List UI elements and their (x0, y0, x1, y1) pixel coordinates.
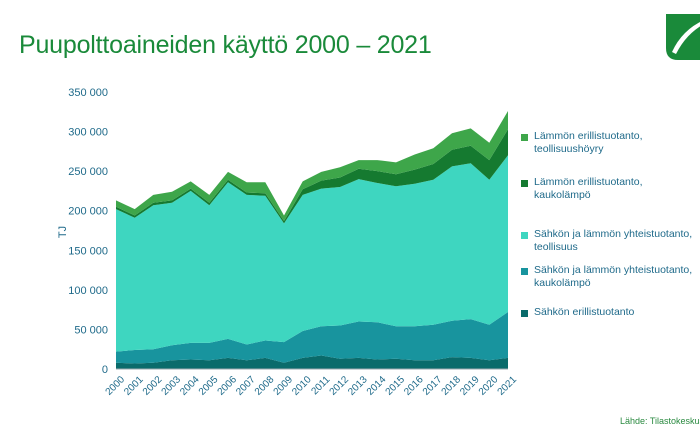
area-series-2 (116, 312, 508, 364)
x-tick-label: 2019 (458, 374, 482, 398)
legend-label: Lämmön erillistuotanto, kaukolämpö (534, 176, 643, 201)
plot-areas (116, 111, 508, 369)
area-series-4 (116, 129, 508, 224)
legend-item: Lämmön erillistuotanto, kaukolämpö (521, 176, 696, 202)
legend-label: Sähkön ja lämmön yhteistuotanto, kaukolä… (534, 264, 693, 289)
x-tick-label: 2000 (104, 374, 128, 398)
y-tick-label: 0 (102, 364, 108, 376)
legend-swatch (521, 268, 528, 275)
x-tick-label: 2007 (234, 374, 258, 398)
x-tick-label: 2011 (309, 374, 332, 397)
x-tick-label: 2015 (384, 374, 408, 398)
y-tick-label: 250 000 (68, 166, 108, 178)
x-tick-label: 2016 (402, 374, 426, 398)
legend-item: Sähkön erillistuotanto (521, 306, 634, 319)
y-tick-label: 100 000 (68, 285, 108, 297)
y-axis-ticks: 0 50 000 100 000 150 000 200 000 250 000 300 0… (68, 87, 108, 376)
x-axis-ticks: 2000200120022003200420052006200720082009… (104, 374, 520, 398)
y-axis-label: TJ (57, 226, 69, 238)
x-tick-label: 2005 (197, 374, 221, 398)
x-tick-label: 2012 (328, 374, 352, 398)
x-tick-label: 2006 (216, 374, 240, 398)
area-series-1 (116, 355, 508, 369)
legend-swatch (521, 180, 528, 187)
legend-swatch (521, 134, 528, 141)
legend-label: Sähkön ja lämmön yhteistuotanto, teollis… (534, 228, 693, 253)
y-tick-label: 200 000 (68, 206, 108, 218)
y-tick-label: 150 000 (68, 245, 108, 257)
area-series-5 (116, 111, 508, 221)
legend-swatch (521, 232, 528, 239)
x-tick-label: 2009 (272, 374, 296, 398)
legend-swatch (521, 310, 528, 317)
y-tick-label: 350 000 (68, 87, 108, 99)
x-tick-label: 2008 (253, 374, 277, 398)
x-tick-label: 2010 (290, 374, 314, 398)
x-tick-label: 2020 (477, 374, 501, 398)
y-tick-label: 300 000 (68, 127, 108, 139)
x-tick-label: 2021 (496, 374, 520, 398)
x-tick-label: 2014 (365, 374, 389, 398)
legend-item: Lämmön erillistuotanto, teollisuushöyry (521, 130, 696, 156)
legend-label: Sähkön erillistuotanto (534, 306, 635, 318)
area-series-3 (116, 155, 508, 352)
source-note: Lähde: Tilastokeskus, 2 (620, 416, 700, 426)
legend-item: Sähkön ja lämmön yhteistuotanto, kaukolä… (521, 264, 696, 290)
chart-title: Puupolttoaineiden käyttö 2000 – 2021 (19, 31, 432, 59)
x-tick-label: 2013 (346, 374, 370, 398)
x-tick-label: 2004 (178, 374, 202, 398)
y-tick-label: 50 000 (74, 324, 108, 336)
legend-label: Lämmön erillistuotanto, teollisuushöyry (534, 130, 643, 155)
x-tick-label: 2003 (160, 374, 184, 398)
legend-item: Sähkön ja lämmön yhteistuotanto, teollis… (521, 228, 696, 254)
leaf-logo-icon (666, 14, 700, 60)
x-tick-label: 2017 (421, 374, 445, 398)
x-tick-label: 2018 (440, 374, 464, 398)
x-tick-label: 2001 (122, 374, 146, 398)
x-tick-label: 2002 (141, 374, 165, 398)
